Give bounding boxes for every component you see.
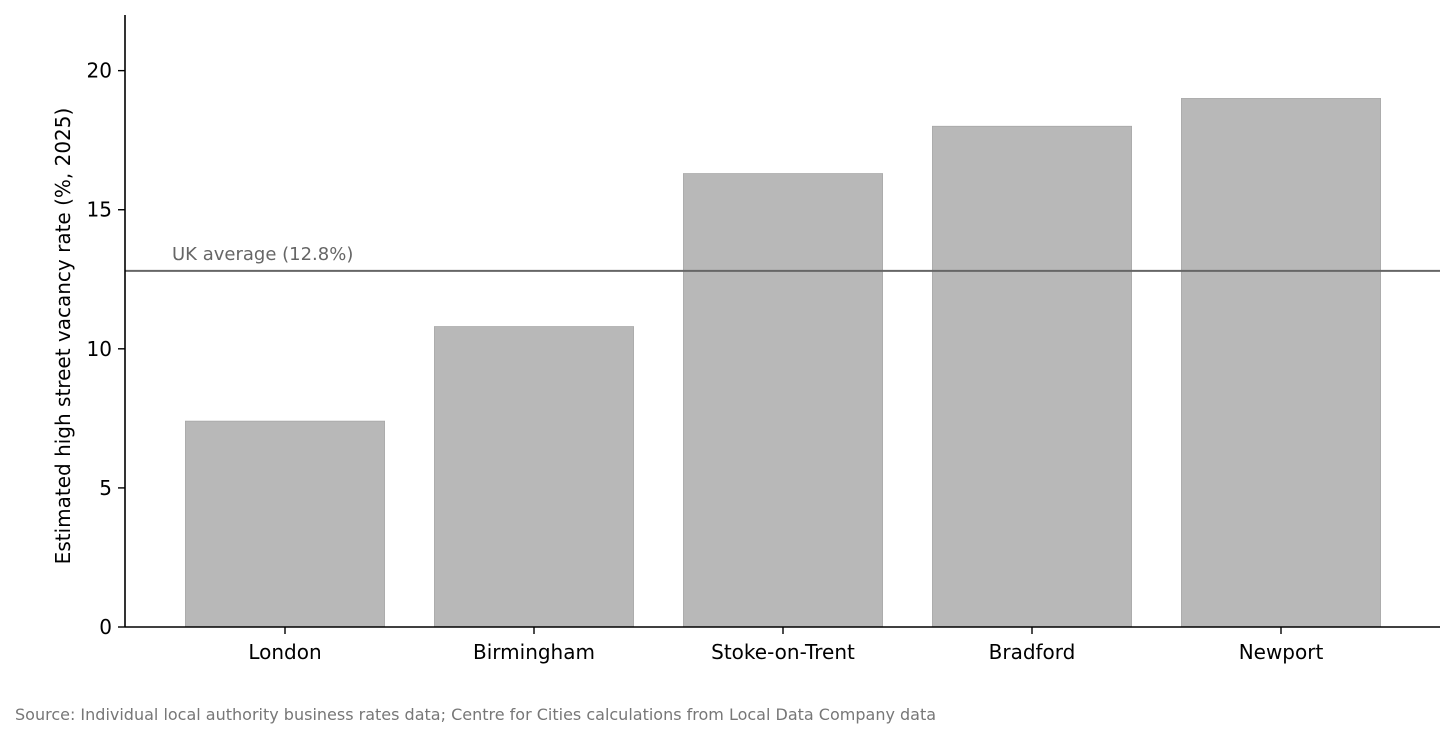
- bar-bradford: [932, 125, 1133, 628]
- reference-line-layer: UK average (12.8%): [125, 244, 1440, 272]
- uk-average-label: UK average (12.8%): [172, 244, 353, 265]
- x-tick-label: Bradford: [989, 640, 1076, 664]
- bar-newport: [1181, 98, 1382, 628]
- x-tick-label: London: [248, 640, 321, 664]
- x-tick-label: Stoke-on-Trent: [711, 640, 855, 664]
- y-tick-label: 20: [87, 59, 112, 83]
- bar-london: [184, 420, 385, 628]
- y-tick-label: 0: [99, 615, 112, 639]
- y-tick-label: 5: [99, 476, 112, 500]
- bar-stoke-on-trent: [683, 173, 884, 628]
- x-tick-label: Birmingham: [473, 640, 595, 664]
- bars-layer: [184, 98, 1382, 628]
- y-ticks: 0 5 10 15 20: [87, 59, 125, 639]
- x-tick-label: Newport: [1239, 640, 1324, 664]
- y-tick-label: 15: [87, 198, 112, 222]
- y-tick-label: 10: [87, 337, 112, 361]
- y-axis-title: Estimated high street vacancy rate (%, 2…: [51, 108, 75, 565]
- source-note: Source: Individual local authority busin…: [15, 705, 936, 724]
- bar-birmingham: [433, 326, 634, 628]
- x-ticks: London Birmingham Stoke-on-Trent Bradford Ne…: [248, 627, 1323, 664]
